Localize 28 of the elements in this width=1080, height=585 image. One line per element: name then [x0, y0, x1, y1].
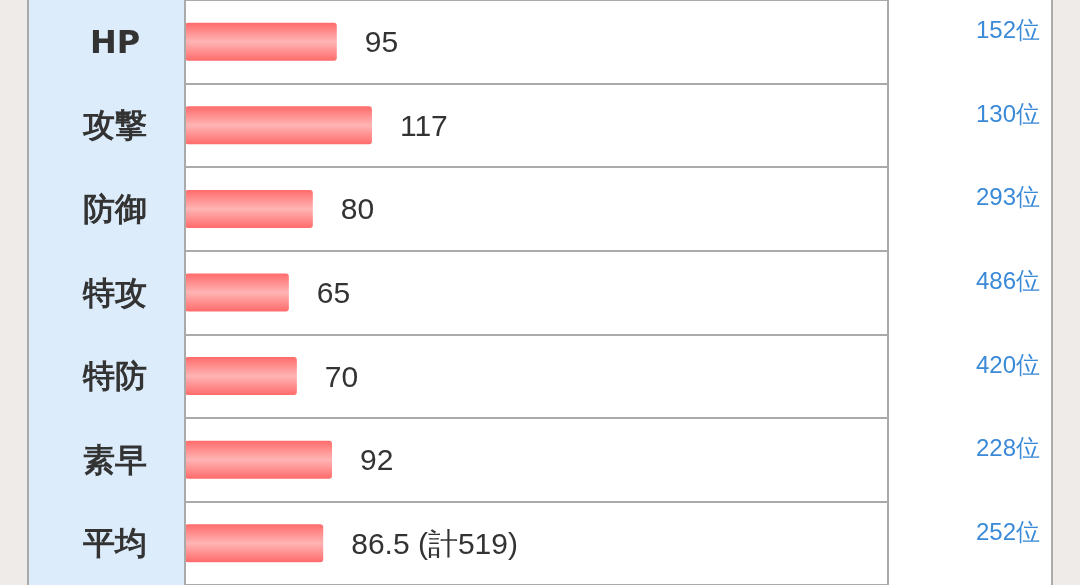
bar — [185, 273, 289, 312]
bar — [185, 22, 337, 61]
y-tick-label: HP — [89, 22, 141, 61]
data-label: 65 — [316, 276, 351, 309]
y-tick-label: 攻撃 — [82, 106, 147, 145]
text: 152位 — [975, 16, 1040, 44]
bar — [185, 189, 313, 228]
bar — [185, 440, 332, 479]
text: 130位 — [975, 99, 1040, 127]
y-tick-label: 特攻 — [82, 273, 147, 312]
data-label: 92 — [359, 443, 394, 477]
y-tick-label: 平均 — [82, 524, 147, 563]
text: 293位 — [975, 183, 1040, 211]
data-label: 70 — [324, 359, 359, 393]
text: 228位 — [975, 434, 1040, 462]
y-tick-label: 特防 — [82, 357, 147, 396]
text: 486位 — [975, 267, 1040, 294]
y-tick-label: 防御 — [83, 189, 147, 228]
bar — [185, 357, 297, 396]
y-tick-label: 素早 — [83, 440, 147, 479]
data-label: 95 — [364, 25, 399, 59]
data-label: 117 — [399, 108, 448, 142]
data-label: 80 — [340, 192, 375, 226]
text: 420位 — [975, 350, 1040, 378]
bar — [185, 106, 372, 145]
text: 252位 — [975, 517, 1040, 545]
data-label: 86.5 (計519) — [351, 526, 518, 560]
bar — [185, 524, 324, 563]
